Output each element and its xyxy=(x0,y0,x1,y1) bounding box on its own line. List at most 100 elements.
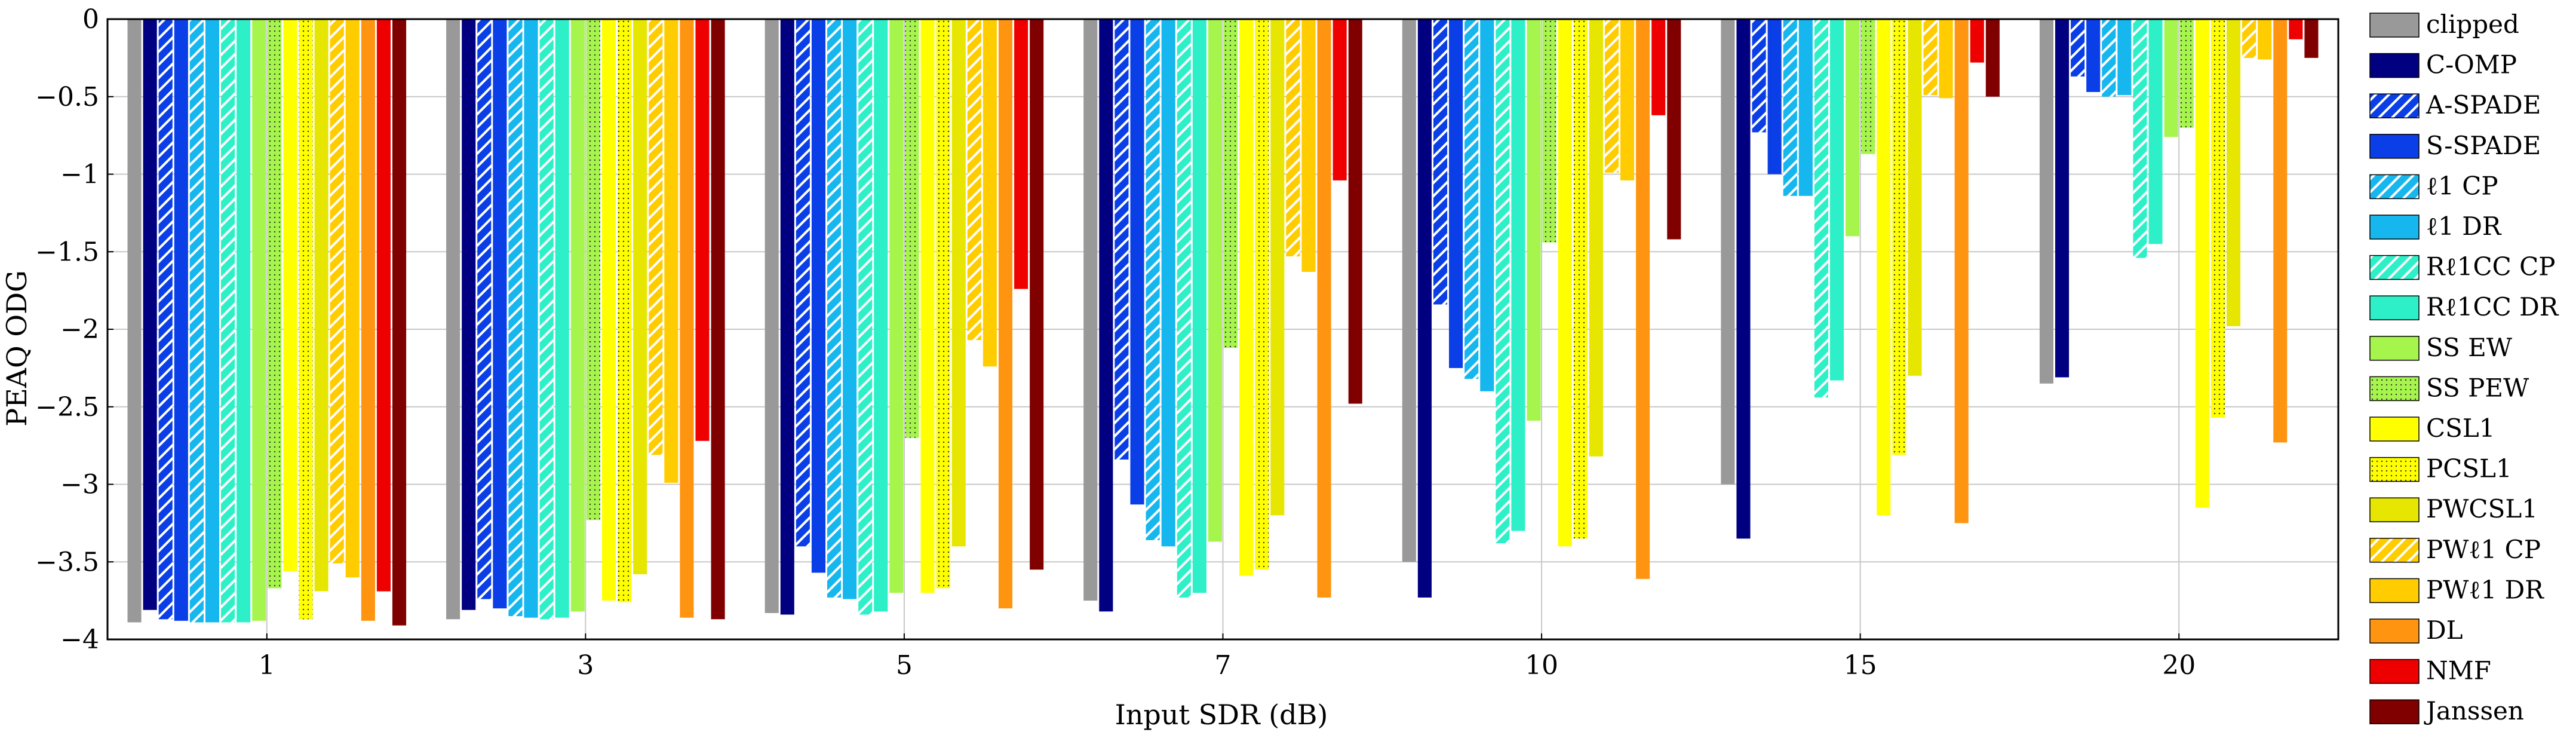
bar-pw-1-dr-20 xyxy=(2258,19,2272,60)
y-tick-label: 0 xyxy=(82,4,99,35)
legend-swatch xyxy=(2369,295,2420,320)
y-tick-label: −2.5 xyxy=(35,392,99,422)
bar-csl1-10 xyxy=(1558,19,1572,547)
bar-janssen-7 xyxy=(1348,19,1362,404)
bar--1-dr-7 xyxy=(1161,19,1175,547)
bar-pw-1-cp-15 xyxy=(1923,19,1938,96)
bar-nmf-5 xyxy=(1014,19,1028,289)
bar-janssen-20 xyxy=(2304,19,2319,58)
legend-label: CSL1 xyxy=(2426,414,2495,443)
legend-swatch xyxy=(2369,93,2420,118)
bar-c-omp-1 xyxy=(143,19,157,610)
bar--1-dr-5 xyxy=(843,19,857,599)
bar-r-1cc-dr-10 xyxy=(1511,19,1525,531)
bar-ss-ew-1 xyxy=(252,19,266,621)
legend-swatch xyxy=(2369,578,2420,604)
bar-clipped-3 xyxy=(446,19,460,620)
x-tick-label: 7 xyxy=(1215,650,1232,681)
bar-pw-1-dr-1 xyxy=(345,19,360,578)
legend-swatch xyxy=(2369,457,2420,482)
axis-ticks: 0 −0.5 −1 −1.5 −2 −2.5 −3 −3.5 −4 1 3 5 7 10 15 20 xyxy=(35,4,2196,681)
bar-nmf-10 xyxy=(1651,19,1666,115)
bar-csl1-20 xyxy=(2195,19,2209,508)
bar-r-1cc-cp-3 xyxy=(539,19,554,620)
y-tick-label: −1 xyxy=(60,160,99,190)
legend-swatch xyxy=(2369,255,2420,280)
y-axis-label: PEAQ ODG xyxy=(1,270,33,426)
bar-pcsl1-1 xyxy=(299,19,313,620)
x-tick-label: 5 xyxy=(896,650,913,681)
legend-label: SS PEW xyxy=(2426,373,2529,402)
y-tick-label: −2 xyxy=(60,314,99,345)
bar-ss-ew-7 xyxy=(1208,19,1222,542)
legend-label: Rℓ1CC CP xyxy=(2426,252,2555,281)
bar-clipped-5 xyxy=(764,19,779,613)
bar-pwcsl1-15 xyxy=(1908,19,1922,376)
bar-r-1cc-dr-15 xyxy=(1829,19,1844,381)
bar-c-omp-10 xyxy=(1417,19,1432,598)
legend-label: PWCSL1 xyxy=(2426,494,2538,523)
bar-janssen-1 xyxy=(392,19,407,626)
bar-ss-ew-5 xyxy=(889,19,904,593)
bar-pwcsl1-5 xyxy=(951,19,966,547)
legend: clipped C-OMP A-SPADE S-SPADE ℓ1 CP ℓ1 DR Rℓ1C… xyxy=(2369,10,2559,725)
bar-pwcsl1-20 xyxy=(2226,19,2241,326)
bar-ss-pew-20 xyxy=(2179,19,2194,128)
legend-swatch xyxy=(2369,417,2420,442)
bar-janssen-10 xyxy=(1667,19,1681,240)
bar-r-1cc-cp-7 xyxy=(1177,19,1191,598)
bar-s-spade-3 xyxy=(493,19,507,609)
bar-pw-1-cp-10 xyxy=(1604,19,1619,173)
bar-pw-1-dr-3 xyxy=(664,19,678,483)
bar-s-spade-5 xyxy=(811,19,825,573)
bar-pcsl1-20 xyxy=(2210,19,2225,418)
bar-nmf-7 xyxy=(1332,19,1347,180)
x-tick-label: 20 xyxy=(2162,650,2196,681)
legend-label: PWℓ1 DR xyxy=(2426,575,2544,604)
y-tick-label: −3 xyxy=(60,470,99,500)
bar-a-spade-5 xyxy=(796,19,810,547)
bar-c-omp-5 xyxy=(780,19,794,615)
x-tick-label: 10 xyxy=(1525,650,1558,681)
bar-pcsl1-7 xyxy=(1255,19,1269,570)
legend-label: Rℓ1CC DR xyxy=(2426,292,2559,321)
bar-csl1-5 xyxy=(920,19,935,593)
legend-label: DL xyxy=(2426,615,2463,645)
bar-clipped-10 xyxy=(1402,19,1416,562)
legend-swatch xyxy=(2369,174,2420,200)
bar--1-cp-7 xyxy=(1146,19,1160,540)
legend-swatch xyxy=(2369,497,2420,522)
bar-r-1cc-dr-3 xyxy=(555,19,569,618)
legend-label: PCSL1 xyxy=(2426,454,2512,483)
bar-pcsl1-3 xyxy=(618,19,632,602)
bar--1-cp-10 xyxy=(1464,19,1479,379)
bar-c-omp-3 xyxy=(462,19,476,610)
bar--1-dr-15 xyxy=(1798,19,1813,196)
legend-swatch xyxy=(2369,53,2420,78)
bar-pw-1-cp-20 xyxy=(2242,19,2256,58)
bar-pwcsl1-10 xyxy=(1589,19,1603,457)
legend-swatch xyxy=(2369,376,2420,402)
bar-pwcsl1-7 xyxy=(1270,19,1285,516)
bar-pcsl1-15 xyxy=(1892,19,1906,455)
legend-swatch xyxy=(2369,538,2420,563)
bar-a-spade-15 xyxy=(1752,19,1766,133)
bar-pwcsl1-3 xyxy=(633,19,647,575)
bar-dl-20 xyxy=(2273,19,2288,443)
bar-nmf-20 xyxy=(2289,19,2303,39)
bar-ss-pew-3 xyxy=(586,19,600,520)
bar-pw-1-dr-15 xyxy=(1939,19,1953,99)
legend-label: ℓ1 DR xyxy=(2426,212,2502,241)
legend-label: C-OMP xyxy=(2426,50,2517,79)
bar--1-cp-20 xyxy=(2102,19,2116,97)
bar-s-spade-15 xyxy=(1767,19,1782,174)
bar-s-spade-20 xyxy=(2086,19,2101,92)
legend-swatch xyxy=(2369,215,2420,240)
bar-pw-1-dr-7 xyxy=(1301,19,1316,272)
legend-label: SS EW xyxy=(2426,333,2513,362)
bar-csl1-7 xyxy=(1239,19,1254,576)
bar-dl-3 xyxy=(680,19,694,618)
bar-dl-15 xyxy=(1954,19,1969,523)
bar-pw-1-dr-5 xyxy=(982,19,997,367)
